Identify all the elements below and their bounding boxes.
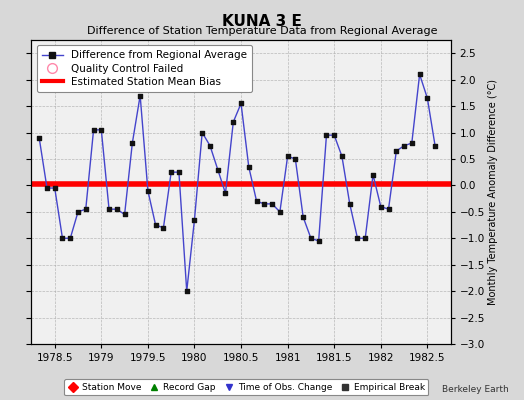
Point (245, 164, 253, 170)
Point (416, 71, 424, 78)
Point (338, 153, 346, 160)
Point (97, 127, 105, 133)
Point (167, 169, 176, 175)
Point (50, 185, 59, 191)
Point (105, 206, 113, 212)
Point (182, 288, 191, 294)
Point (144, 188, 152, 194)
Point (322, 132, 331, 138)
Point (174, 169, 183, 175)
Text: KUNA 3 E: KUNA 3 E (222, 14, 302, 29)
Legend: Station Move, Record Gap, Time of Obs. Change, Empirical Break: Station Move, Record Gap, Time of Obs. C… (64, 379, 428, 396)
Point (206, 142, 214, 149)
Y-axis label: Monthly Temperature Anomaly Difference (°C): Monthly Temperature Anomaly Difference (… (488, 79, 498, 305)
Point (237, 100, 245, 107)
Point (330, 132, 339, 138)
Point (128, 140, 137, 146)
Point (190, 216, 199, 223)
Point (268, 201, 276, 207)
Point (291, 156, 300, 162)
Text: Difference of Station Temperature Data from Regional Average: Difference of Station Temperature Data f… (87, 26, 437, 36)
Point (423, 95, 432, 101)
Point (377, 203, 385, 210)
Point (214, 166, 222, 173)
Point (58, 235, 67, 242)
Point (361, 235, 369, 242)
Point (400, 142, 408, 149)
Point (408, 140, 416, 146)
Point (283, 153, 292, 160)
Point (35, 135, 43, 141)
Point (136, 92, 144, 99)
Legend: Difference from Regional Average, Quality Control Failed, Estimated Station Mean: Difference from Regional Average, Qualit… (37, 45, 252, 92)
Point (392, 148, 400, 154)
Point (159, 224, 168, 231)
Text: Berkeley Earth: Berkeley Earth (442, 385, 508, 394)
Point (307, 235, 315, 242)
Point (113, 206, 121, 212)
Point (74, 209, 82, 215)
Point (314, 238, 323, 244)
Point (253, 198, 261, 204)
Point (384, 206, 392, 212)
Point (276, 209, 284, 215)
Point (43, 185, 51, 191)
Point (345, 201, 354, 207)
Point (90, 127, 98, 133)
Point (198, 129, 206, 136)
Point (221, 190, 230, 196)
Point (431, 142, 439, 149)
Point (151, 222, 160, 228)
Point (369, 172, 377, 178)
Point (229, 119, 237, 125)
Point (66, 235, 74, 242)
Point (82, 206, 90, 212)
Point (260, 201, 268, 207)
Point (353, 235, 362, 242)
Point (299, 214, 308, 220)
Point (121, 211, 129, 218)
